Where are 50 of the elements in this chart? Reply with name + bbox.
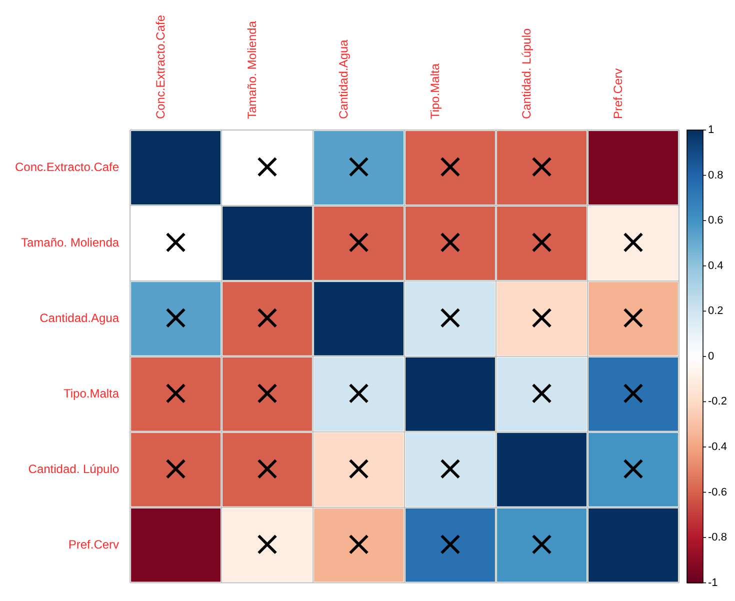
data-label: × xyxy=(344,448,374,488)
data-label: × xyxy=(436,146,465,187)
x-tick-label: Cantidad. Lúpulo xyxy=(520,28,534,120)
data-label: × xyxy=(162,372,190,413)
data-label: × xyxy=(436,524,465,564)
data-label: × xyxy=(162,298,190,338)
color-bar-label: 0.6 xyxy=(708,214,724,227)
color-bar-label: 0 xyxy=(708,350,714,362)
y-tick-label: Pref.Cerv xyxy=(68,537,120,552)
data-label: × xyxy=(253,372,282,413)
data-label: × xyxy=(619,222,648,262)
color-bar-label: -0.6 xyxy=(708,486,727,498)
data-label: × xyxy=(619,298,648,338)
data-label: × xyxy=(344,372,374,413)
color-bar-label: -1 xyxy=(708,576,718,589)
data-label: × xyxy=(436,448,465,488)
data-label: × xyxy=(528,146,556,187)
data-label: × xyxy=(253,298,282,338)
data-label: × xyxy=(253,448,282,488)
y-tick-label: Conc.Extracto.Cafe xyxy=(15,160,120,174)
y-tick-label: Cantidad.Agua xyxy=(40,311,120,326)
y-tick-label: Tamaño. Molienda xyxy=(20,236,120,250)
color-bar-label: 0.4 xyxy=(708,260,724,272)
color-bar-label: 0.2 xyxy=(708,305,724,318)
data-label: × xyxy=(253,146,282,187)
data-label: × xyxy=(528,222,556,262)
y-tick-label: Tipo.Malta xyxy=(63,386,120,400)
data-label: × xyxy=(253,524,282,564)
color-bar-label: -0.2 xyxy=(708,396,727,408)
x-tick-label: Tamaño. Molienda xyxy=(245,20,260,120)
color-bar-label: -0.4 xyxy=(708,441,727,454)
y-tick-label: Cantidad. Lúpulo xyxy=(28,462,120,476)
data-label: × xyxy=(344,146,374,187)
x-tick-label: Tipo.Malta xyxy=(428,63,442,120)
data-label: × xyxy=(344,524,374,564)
data-label: × xyxy=(619,372,648,413)
x-tick-label: Pref.Cerv xyxy=(611,68,626,120)
data-label: × xyxy=(528,298,556,338)
x-tick-label: Cantidad.Agua xyxy=(336,39,351,120)
data-label: × xyxy=(619,448,648,488)
color-bar-label: 0.8 xyxy=(708,169,724,182)
data-label: × xyxy=(436,298,465,338)
color-bar-label: -0.8 xyxy=(708,532,727,544)
data-label: × xyxy=(528,524,556,564)
color-bar-label: 1 xyxy=(708,124,714,136)
data-label: × xyxy=(344,222,374,262)
data-label: × xyxy=(162,448,190,488)
data-label: × xyxy=(162,222,190,262)
data-label: × xyxy=(436,222,465,262)
data-label: × xyxy=(528,372,556,413)
